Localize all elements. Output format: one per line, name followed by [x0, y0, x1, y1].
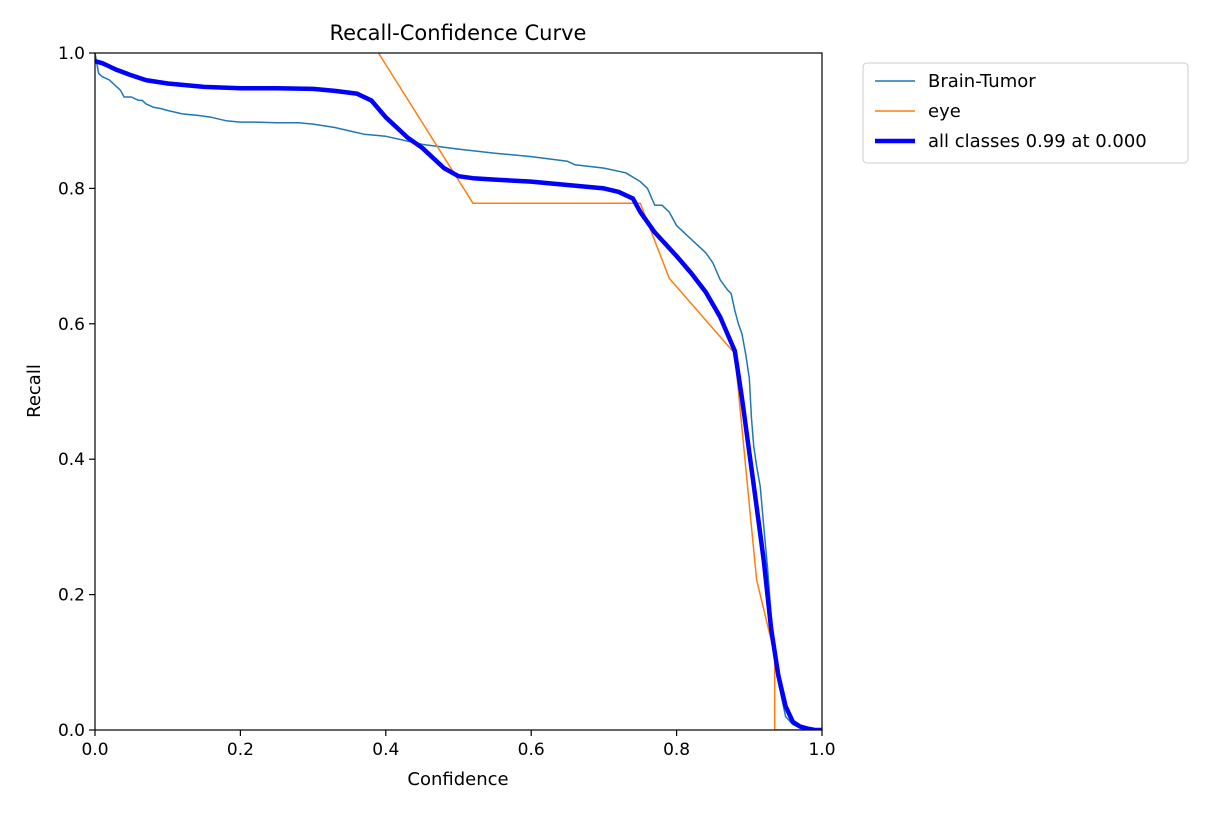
y-tick-label: 1.0 [58, 44, 85, 64]
series-line-0 [95, 53, 822, 730]
x-tick-label: 1.0 [808, 740, 835, 760]
y-tick-label: 0.6 [58, 315, 85, 335]
legend-label-0: Brain-Tumor [928, 71, 1036, 92]
y-tick-label: 0.4 [58, 450, 85, 470]
y-tick-label: 0.0 [58, 721, 85, 741]
chart-title: Recall-Confidence Curve [330, 21, 587, 45]
x-tick-label: 0.2 [227, 740, 254, 760]
x-tick-label: 0.6 [518, 740, 545, 760]
series-line-2 [95, 61, 822, 730]
plot-frame [95, 53, 822, 730]
x-axis: 0.0 0.2 0.4 0.6 0.8 1.0 [81, 730, 835, 760]
y-axis-label: Recall [24, 364, 45, 418]
y-tick-label: 0.8 [58, 179, 85, 199]
x-tick-label: 0.8 [663, 740, 690, 760]
legend-label-1: eye [928, 101, 961, 122]
legend: Brain-Tumor eye all classes 0.99 at 0.000 [863, 63, 1188, 163]
y-axis: 0.0 0.2 0.4 0.6 0.8 1.0 [58, 44, 95, 741]
x-tick-label: 0.0 [81, 740, 108, 760]
x-tick-label: 0.4 [372, 740, 399, 760]
x-axis-label: Confidence [407, 769, 508, 790]
series-line-1 [331, 0, 822, 730]
series-layer [95, 0, 822, 730]
y-tick-label: 0.2 [58, 586, 85, 606]
legend-label-2: all classes 0.99 at 0.000 [928, 131, 1147, 152]
